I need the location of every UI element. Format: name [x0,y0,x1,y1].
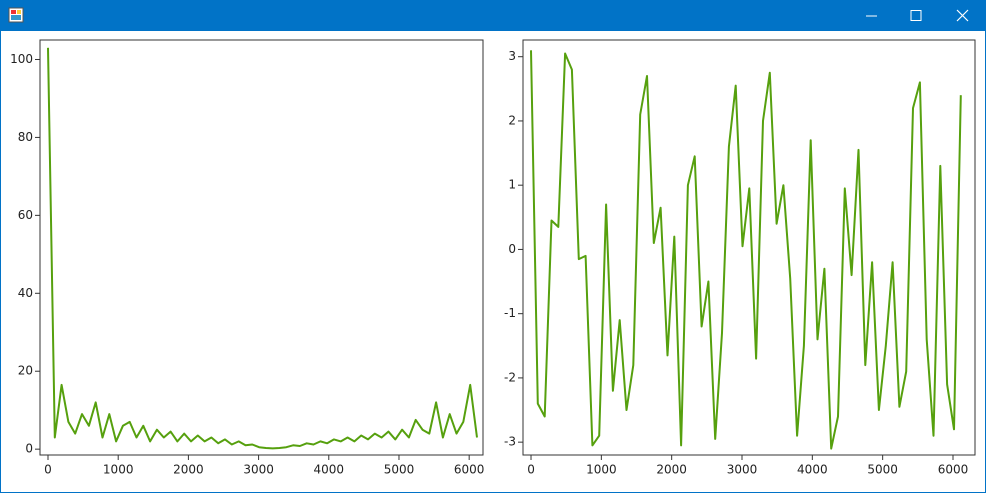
x-tick-label: 4000 [314,463,345,477]
y-tick-label: 3 [508,49,516,63]
y-tick-label: 60 [18,208,33,222]
y-tick-label: 80 [18,130,33,144]
y-tick-label: 40 [18,286,33,300]
x-tick-label: 6000 [938,463,969,477]
y-tick-label: 1 [508,178,516,192]
y-tick-label: -3 [504,435,516,449]
x-tick-label: 6000 [454,463,485,477]
x-tick-label: 1000 [586,463,617,477]
x-tick-label: 3000 [727,463,758,477]
x-tick-label: 1000 [103,463,134,477]
app-icon [8,7,24,23]
x-tick-label: 2000 [173,463,204,477]
y-tick-label: 0 [508,242,516,256]
y-tick-label: -2 [504,370,516,384]
x-tick-label: 0 [44,463,52,477]
close-button[interactable] [956,9,969,22]
x-tick-label: 0 [527,463,535,477]
plot-area [522,39,976,456]
x-tick-label: 2000 [656,463,687,477]
x-tick-label: 5000 [384,463,415,477]
y-tick-label: 2 [508,113,516,127]
x-tick-label: 3000 [243,463,274,477]
y-tick-label: 20 [18,364,33,378]
plot-area [39,39,484,456]
data-line [530,50,962,450]
maximize-button[interactable] [910,10,922,21]
y-tick-label: 100 [10,52,33,66]
title-bar [0,0,986,31]
x-tick-label: 4000 [797,463,828,477]
y-tick-label: 0 [25,442,33,456]
y-tick-label: -1 [504,306,516,320]
data-line [47,47,478,450]
x-tick-label: 5000 [867,463,898,477]
